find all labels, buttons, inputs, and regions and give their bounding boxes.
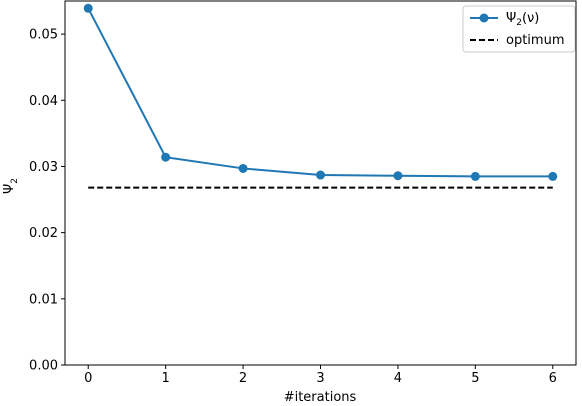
y-axis-label: Ψ2 bbox=[2, 178, 20, 194]
x-tick-label: 5 bbox=[471, 371, 479, 386]
x-tick-label: 4 bbox=[394, 371, 402, 386]
psi2-data-point bbox=[316, 170, 325, 180]
psi2-data-point bbox=[83, 3, 93, 13]
plot-frame bbox=[64, 0, 577, 366]
y-tick-label: 0.00 bbox=[29, 359, 58, 374]
x-tick-label: 1 bbox=[162, 371, 170, 386]
y-axis: 0.00 0.01 0.02 0.03 0.04 0.05 bbox=[29, 28, 65, 374]
legend-label-optimum: optimum bbox=[506, 33, 564, 48]
x-tick-label: 6 bbox=[549, 371, 557, 386]
y-tick-label: 0.05 bbox=[29, 28, 58, 43]
y-tick-label: 0.03 bbox=[29, 160, 58, 175]
x-tick-label: 0 bbox=[84, 371, 92, 386]
x-axis-label: #iterations bbox=[284, 390, 357, 405]
legend-marker-psi2 bbox=[479, 13, 489, 23]
y-tick-label: 0.01 bbox=[29, 292, 58, 307]
psi2-data-point bbox=[161, 152, 171, 162]
x-tick-label: 2 bbox=[239, 371, 247, 386]
y-tick-label: 0.04 bbox=[29, 94, 58, 109]
x-axis: 0 1 2 3 4 5 6 bbox=[84, 365, 557, 386]
legend: Ψ2(ν) optimum bbox=[462, 5, 576, 53]
psi2-data-point bbox=[548, 171, 558, 181]
psi2-data-point bbox=[393, 171, 403, 181]
y-tick-label: 0.02 bbox=[29, 226, 58, 241]
psi2-data-point bbox=[470, 171, 480, 181]
psi2-data-point bbox=[238, 163, 248, 173]
legend-label-psi2: Ψ2(ν) bbox=[506, 11, 539, 28]
plot-area bbox=[83, 3, 558, 189]
x-tick-label: 3 bbox=[316, 371, 324, 386]
